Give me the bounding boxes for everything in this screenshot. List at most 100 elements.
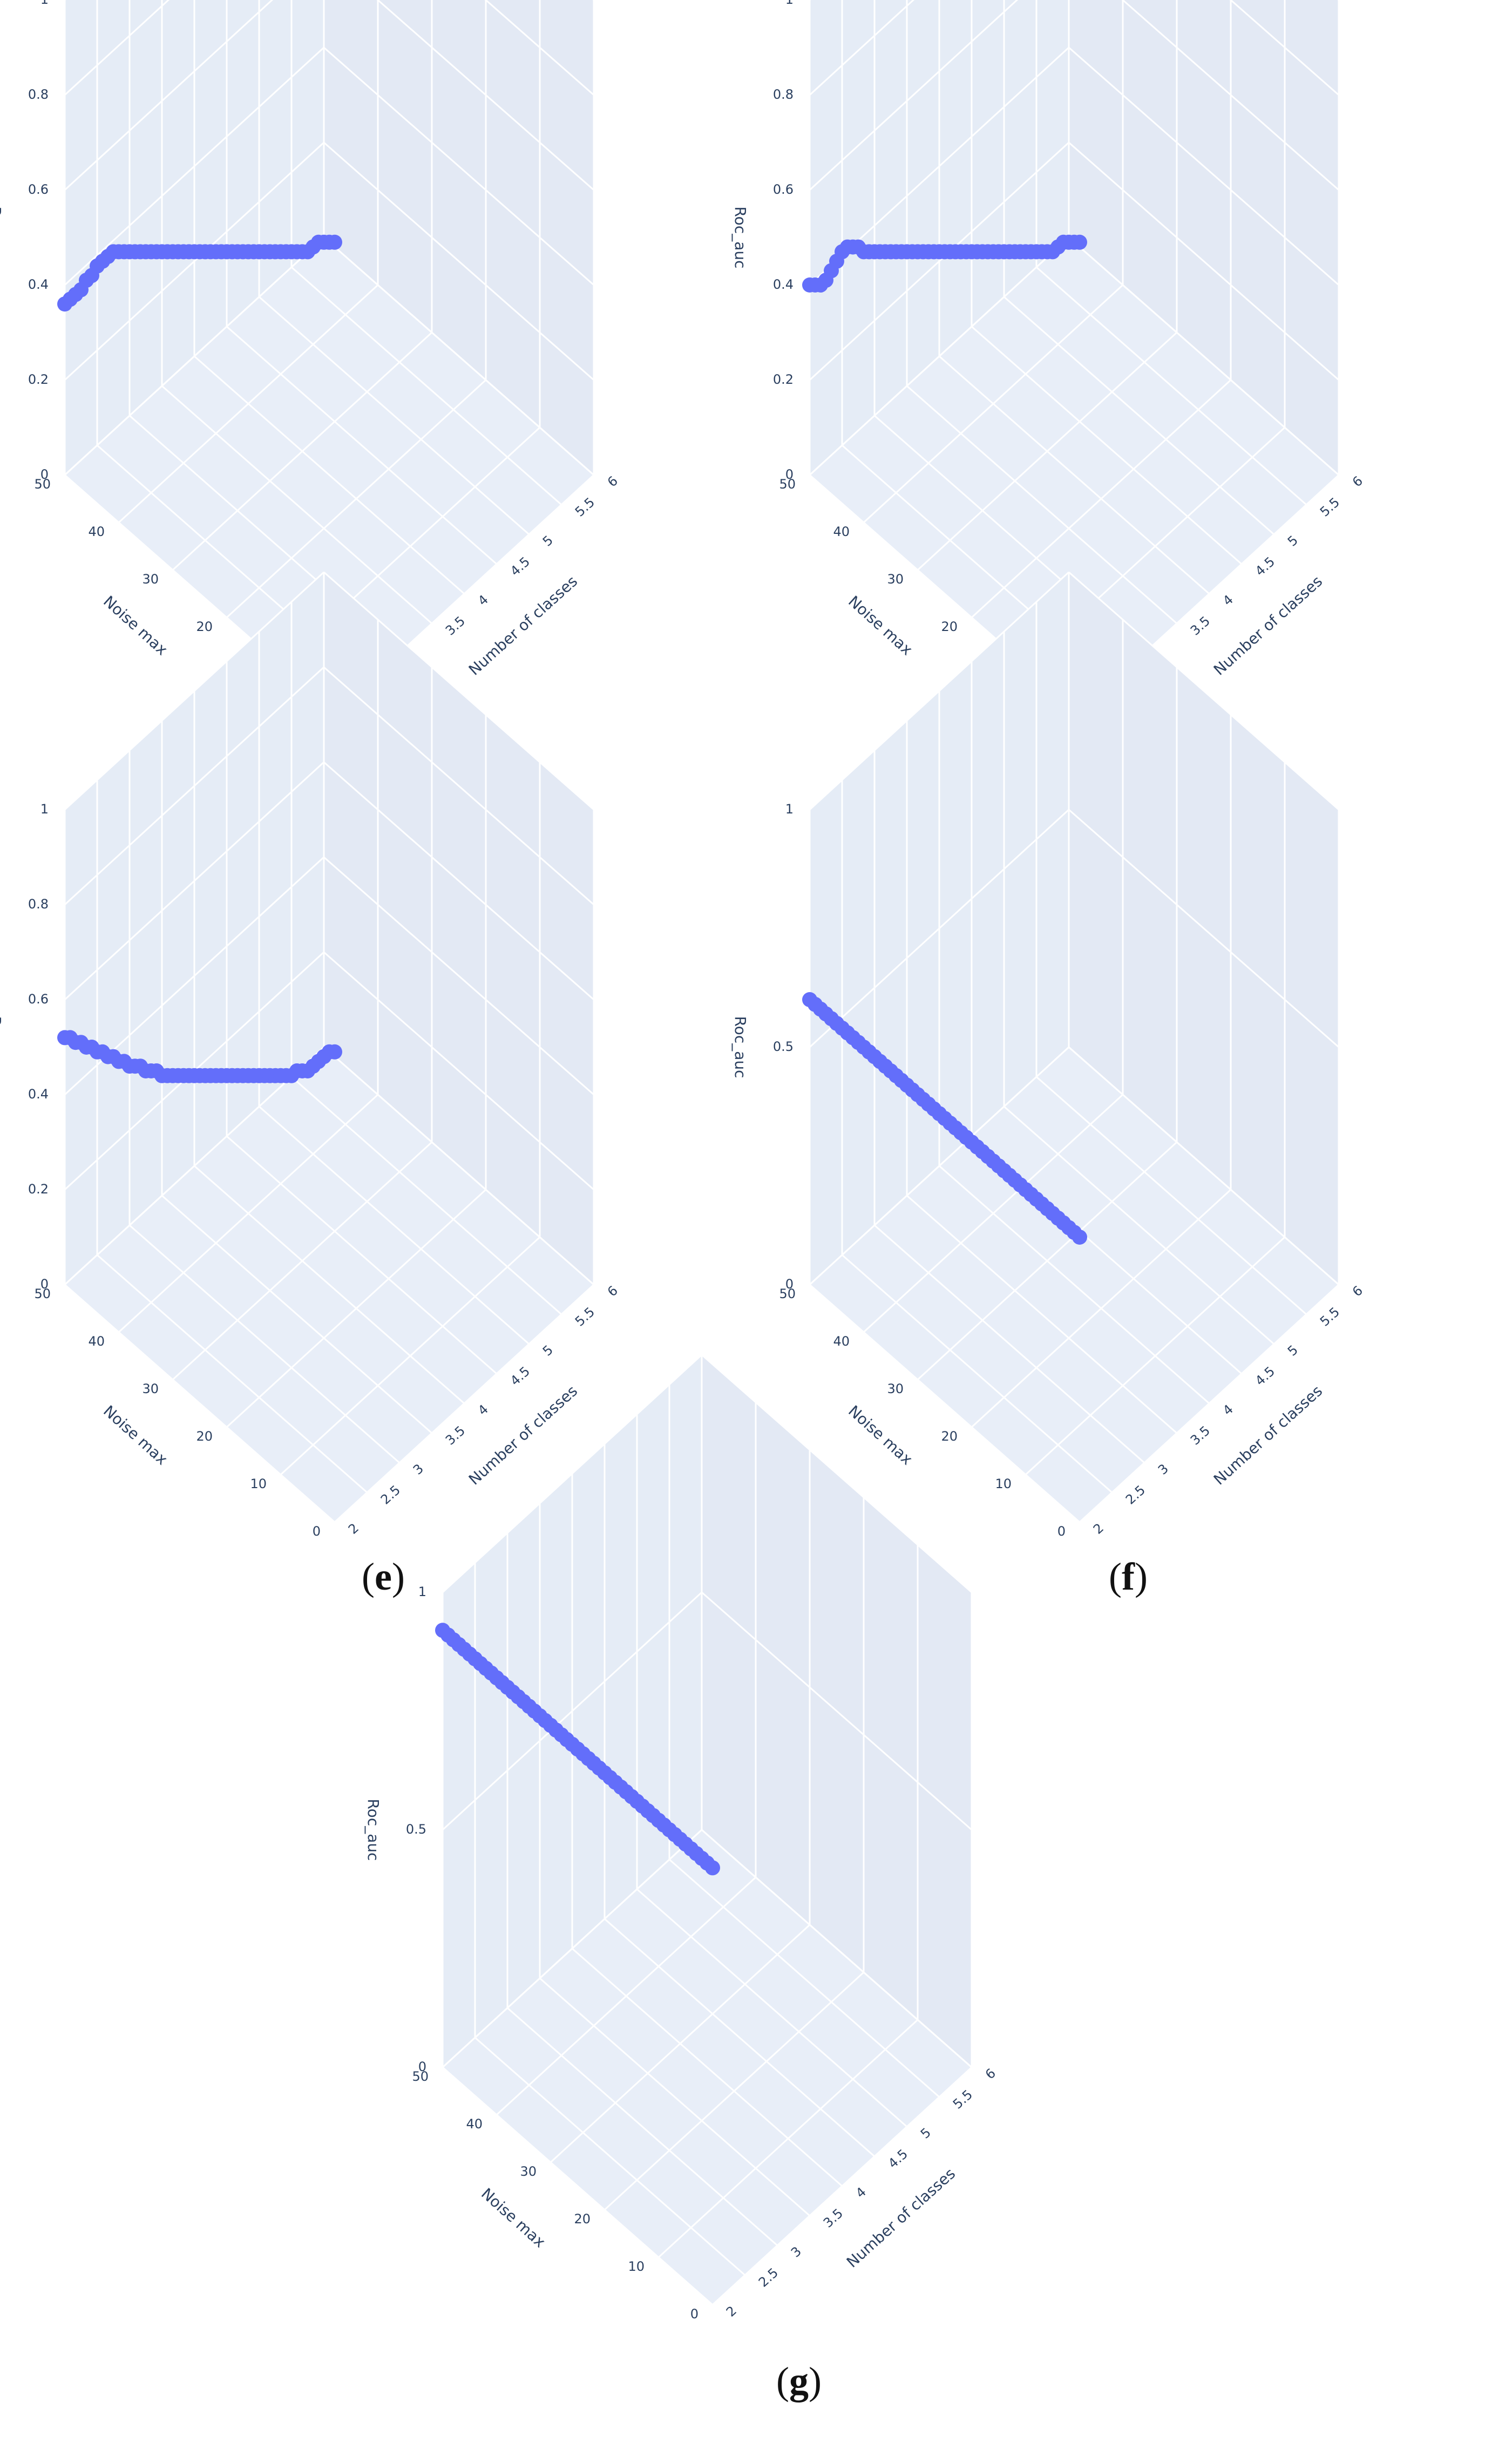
- chart-f-svg: 22.533.544.555.560102030405000.51Number …: [731, 571, 1366, 1539]
- x-tick-label: 5.5: [1317, 494, 1343, 519]
- y-axis-title: Noise max: [100, 1402, 171, 1468]
- z-axis-title: Roc_auc: [731, 206, 749, 268]
- y-tick-label: 20: [574, 2211, 591, 2227]
- grid-line-x: [474, 2037, 745, 2276]
- chart-panel-e: 2 2.5 3 3.5 4 4.5 5 5.5 6 0 10 20 30 40 50 0 0.2 0.4 0.6 0.…: [0, 571, 734, 1544]
- x-axis-title: Number of classes: [465, 1382, 581, 1489]
- x-tick-label: 4: [1220, 592, 1236, 609]
- grid-line-y: [172, 1141, 433, 1381]
- back-pane-right: [324, 0, 594, 475]
- z-tick-label: 0.8: [773, 87, 794, 102]
- grid-line-y: [118, 1094, 379, 1333]
- z-tick-label: 1: [785, 0, 794, 7]
- data-point: [705, 1860, 720, 1876]
- grid-line-y: [550, 1924, 811, 2163]
- x-tick-label: 4: [1220, 1402, 1236, 1419]
- chart-panel-d: 22.533.544.555.560102030405000.20.40.60.…: [731, 0, 1479, 734]
- y-tick-label: 10: [250, 1476, 267, 1491]
- z-tick-label: 0.4: [28, 1087, 49, 1102]
- grid-line-x: [64, 1284, 335, 1523]
- grid-line-y: [604, 1971, 865, 2211]
- grid-line-x: [507, 2007, 778, 2247]
- x-tick-label: 2.5: [1123, 1482, 1148, 1507]
- x-tick-label: 5.5: [950, 2087, 975, 2112]
- x-tick-label: 3: [410, 1461, 426, 1478]
- z-tick-label: 0.8: [28, 897, 49, 912]
- grid-line-z: [1068, 46, 1339, 286]
- z-tick-label: 1: [418, 1584, 426, 1599]
- grid-line-x: [194, 1165, 465, 1404]
- x-axis-title: Number of classes: [465, 572, 581, 679]
- grid-line-x: [604, 1918, 875, 2157]
- grid-line-x: [291, 1076, 562, 1315]
- grid-line-z: [64, 141, 325, 381]
- grid-line-z: [809, 0, 915, 96]
- y-tick-label: 50: [779, 477, 796, 492]
- y-axis-title: Noise max: [100, 592, 171, 659]
- y-tick-label: 50: [34, 1286, 51, 1301]
- grid-line-y: [496, 1876, 757, 2116]
- y-axis-title: Noise max: [845, 1402, 916, 1468]
- grid-line-x: [442, 2066, 713, 2306]
- grid-line-z: [442, 1354, 703, 1593]
- x-tick-label: 5.5: [572, 1304, 598, 1329]
- grid-line-z: [1068, 571, 1339, 811]
- y-tick-label: 50: [34, 477, 51, 492]
- grid-line-y: [971, 1189, 1232, 1428]
- grid-line-z: [442, 1829, 703, 2068]
- data-point: [1072, 234, 1087, 250]
- z-tick-label: 0.2: [28, 1182, 49, 1197]
- grid-line-x: [809, 1284, 1080, 1523]
- grid-line-y: [226, 379, 487, 619]
- z-axis-title: Roc_auc: [364, 1799, 382, 1861]
- caption-g: (g): [776, 2359, 822, 2403]
- grid-line-z: [1068, 141, 1339, 381]
- grid-line-x: [259, 1105, 530, 1345]
- grid-line-z: [1121, 0, 1339, 191]
- grid-line-y: [118, 284, 379, 524]
- grid-line-y: [280, 1236, 541, 1476]
- y-tick-label: 30: [142, 572, 159, 587]
- x-tick-label: 5.5: [1317, 1304, 1343, 1329]
- grid-line-z: [484, 0, 594, 96]
- z-tick-label: 1: [785, 802, 794, 817]
- grid-line-z: [442, 1591, 703, 1831]
- y-tick-label: 30: [142, 1381, 159, 1396]
- grid-line-z: [64, 46, 325, 286]
- y-tick-label: 20: [941, 1429, 958, 1444]
- x-tick-label: 3.5: [443, 1423, 468, 1448]
- x-axis-title: Number of classes: [843, 2164, 959, 2271]
- grid-line-z: [64, 761, 325, 1001]
- grid-line-z: [809, 0, 1019, 191]
- z-tick-label: 0.6: [773, 182, 794, 197]
- z-tick-label: 0.6: [28, 992, 49, 1007]
- grid-line-z: [323, 761, 594, 1001]
- grid-line-x: [226, 1135, 497, 1375]
- grid-line-x: [1004, 1105, 1274, 1345]
- x-tick-label: 5: [918, 2125, 934, 2142]
- x-tick-label: 6: [605, 1283, 621, 1300]
- chart-e-svg: 22.533.544.555.560102030405000.20.40.60.…: [0, 571, 621, 1539]
- z-tick-label: 0.5: [406, 1822, 426, 1837]
- grid-line-z: [64, 571, 325, 811]
- y-tick-label: 40: [833, 1334, 850, 1349]
- grid-line-x: [939, 1165, 1210, 1404]
- y-axis-title: Noise max: [845, 592, 916, 659]
- y-tick-label: 40: [833, 524, 850, 539]
- grid-line-x: [291, 266, 562, 506]
- z-tick-label: 0.6: [28, 182, 49, 197]
- x-tick-label: 4.5: [885, 2146, 911, 2171]
- z-tick-label: 0: [785, 1277, 794, 1292]
- grid-line-z: [64, 1046, 325, 1286]
- grid-line-z: [701, 1829, 972, 2068]
- z-tick-label: 0.4: [28, 277, 49, 292]
- z-tick-label: 0.2: [773, 372, 794, 387]
- grid-line-z: [323, 236, 594, 476]
- grid-line-x: [1036, 266, 1307, 506]
- y-axis-title: Noise max: [478, 2184, 549, 2251]
- grid-line-z: [323, 951, 594, 1191]
- y-tick-label: 0: [1057, 1524, 1066, 1539]
- z-tick-label: 0.5: [773, 1039, 794, 1054]
- x-tick-label: 4.5: [1252, 554, 1278, 579]
- y-tick-label: 50: [779, 1286, 796, 1301]
